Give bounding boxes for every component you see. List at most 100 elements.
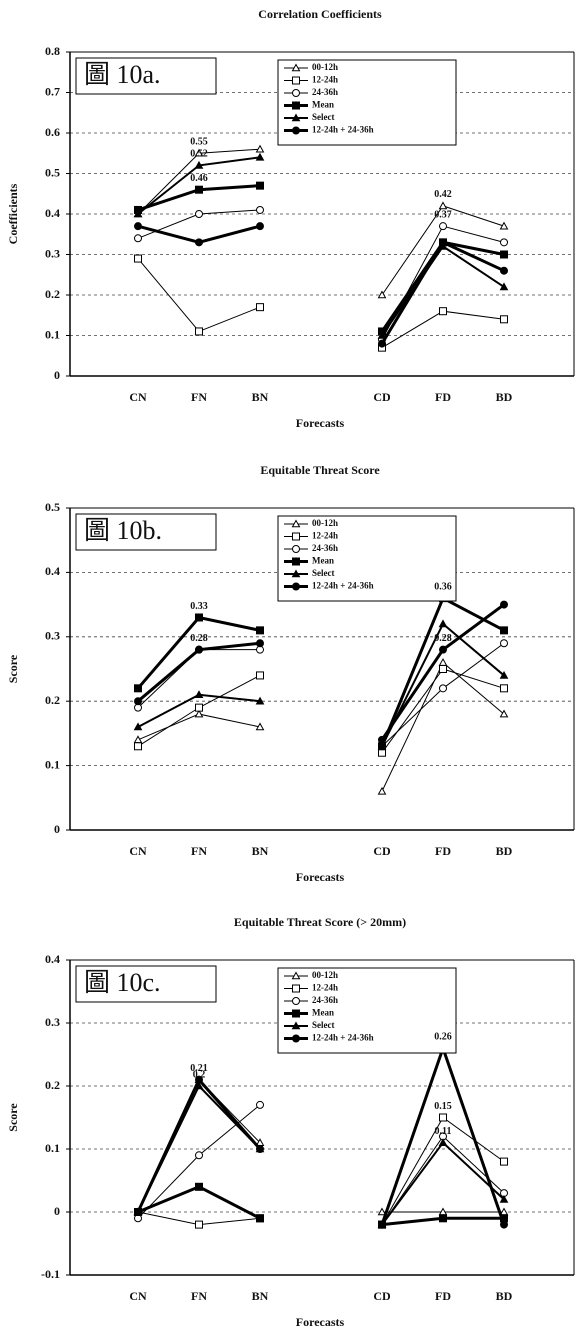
legend-label: Mean: [312, 1008, 334, 1018]
y-tick-label: 0.5: [45, 500, 60, 514]
legend-label: 00-12h: [312, 62, 338, 72]
annotation: 0.28: [190, 633, 208, 644]
x-tick-label: BD: [496, 1289, 513, 1303]
data-point: [500, 1157, 508, 1166]
y-tick-label: 0.3: [45, 1015, 60, 1029]
data-point: [195, 703, 203, 712]
chart-title: Equitable Threat Score (> 20mm): [234, 915, 406, 929]
legend-marker: [292, 545, 300, 553]
legend-marker: [291, 1021, 301, 1030]
legend-label: Select: [312, 568, 335, 578]
x-tick-label: FN: [191, 1289, 207, 1303]
data-point: [500, 1220, 508, 1229]
y-axis-label: Coefficients: [6, 183, 20, 244]
data-point: [378, 735, 386, 744]
legend-marker: [291, 113, 301, 122]
data-point: [134, 1208, 142, 1216]
data-point: [439, 665, 447, 673]
panel-label-box: [75, 57, 217, 95]
data-point: [195, 210, 203, 218]
data-point: [377, 1207, 387, 1216]
data-point: [439, 1214, 447, 1223]
panel-label: 圖 10c.: [84, 968, 161, 997]
y-tick-label: 0.2: [45, 287, 60, 301]
series-line: [137, 642, 505, 747]
data-point: [378, 339, 386, 348]
y-tick-label: 0.2: [45, 693, 60, 707]
data-point: [439, 684, 447, 693]
x-axis-label: Forecasts: [296, 870, 345, 884]
series-line: [137, 224, 505, 345]
x-tick-label: BD: [496, 390, 513, 404]
data-point: [439, 238, 447, 247]
annotation: 0.15: [434, 1101, 452, 1112]
legend-label: 12-24h: [312, 983, 338, 993]
legend-label: 12-24h: [312, 75, 338, 85]
legend-marker: [292, 984, 300, 993]
legend-marker: [291, 569, 301, 578]
x-axis-label: Forecasts: [296, 1315, 345, 1329]
data-point: [133, 722, 143, 731]
y-tick-label: 0.1: [45, 757, 60, 771]
data-point: [256, 303, 264, 312]
data-point: [255, 722, 265, 731]
annotation: 0.21: [190, 1063, 208, 1074]
legend-marker: [292, 557, 300, 566]
data-point: [195, 185, 203, 194]
legend-label: 00-12h: [312, 970, 338, 980]
data-point: [378, 1220, 386, 1229]
chart-title: Equitable Threat Score: [260, 463, 380, 477]
annotation: 0.37: [434, 209, 452, 220]
data-point: [439, 645, 447, 654]
data-point: [377, 330, 387, 339]
chart-title: Correlation Coefficients: [258, 7, 382, 21]
data-point: [134, 222, 142, 231]
annotation: 0.42: [434, 189, 452, 200]
data-point: [439, 1113, 447, 1122]
data-point: [499, 709, 509, 718]
data-point: [500, 684, 508, 693]
data-point: [134, 697, 142, 706]
annotation: 0.46: [190, 173, 208, 184]
annotation: 0.2: [193, 1069, 206, 1080]
data-point: [499, 1194, 509, 1203]
data-point: [439, 222, 447, 231]
data-point: [256, 671, 264, 680]
annotation: 0.28: [434, 633, 452, 644]
data-point: [256, 222, 264, 231]
y-tick-label: 0: [54, 368, 60, 382]
data-point: [500, 315, 508, 324]
legend-marker: [291, 519, 301, 528]
x-tick-label: CN: [129, 844, 147, 858]
legend-marker: [292, 76, 300, 85]
data-point: [134, 742, 142, 751]
data-point: [500, 250, 508, 259]
legend-marker: [291, 971, 301, 980]
y-tick-label: 0.4: [45, 564, 60, 578]
data-point: [194, 160, 204, 169]
y-axis-label: Score: [6, 1103, 20, 1132]
legend-marker: [292, 532, 300, 541]
series-line: [137, 1104, 505, 1225]
x-tick-label: FD: [435, 1289, 451, 1303]
data-point: [133, 209, 143, 218]
data-point: [256, 181, 264, 190]
data-point: [134, 234, 142, 243]
annotation: 0.52: [190, 149, 208, 160]
legend-marker: [292, 101, 300, 110]
annotation: 0.36: [434, 581, 452, 592]
data-point: [194, 148, 204, 157]
data-point: [500, 600, 508, 609]
series-line: [137, 209, 505, 340]
y-tick-label: 0: [54, 1204, 60, 1218]
data-point: [256, 639, 264, 648]
panel-label: 圖 10a.: [84, 60, 161, 89]
x-tick-label: CD: [373, 390, 391, 404]
legend-label: 12-24h + 24-36h: [312, 581, 374, 591]
x-tick-label: FN: [191, 390, 207, 404]
y-tick-label: 0.4: [45, 206, 60, 220]
x-tick-label: CN: [129, 390, 147, 404]
data-point: [500, 626, 508, 635]
data-point: [500, 238, 508, 247]
